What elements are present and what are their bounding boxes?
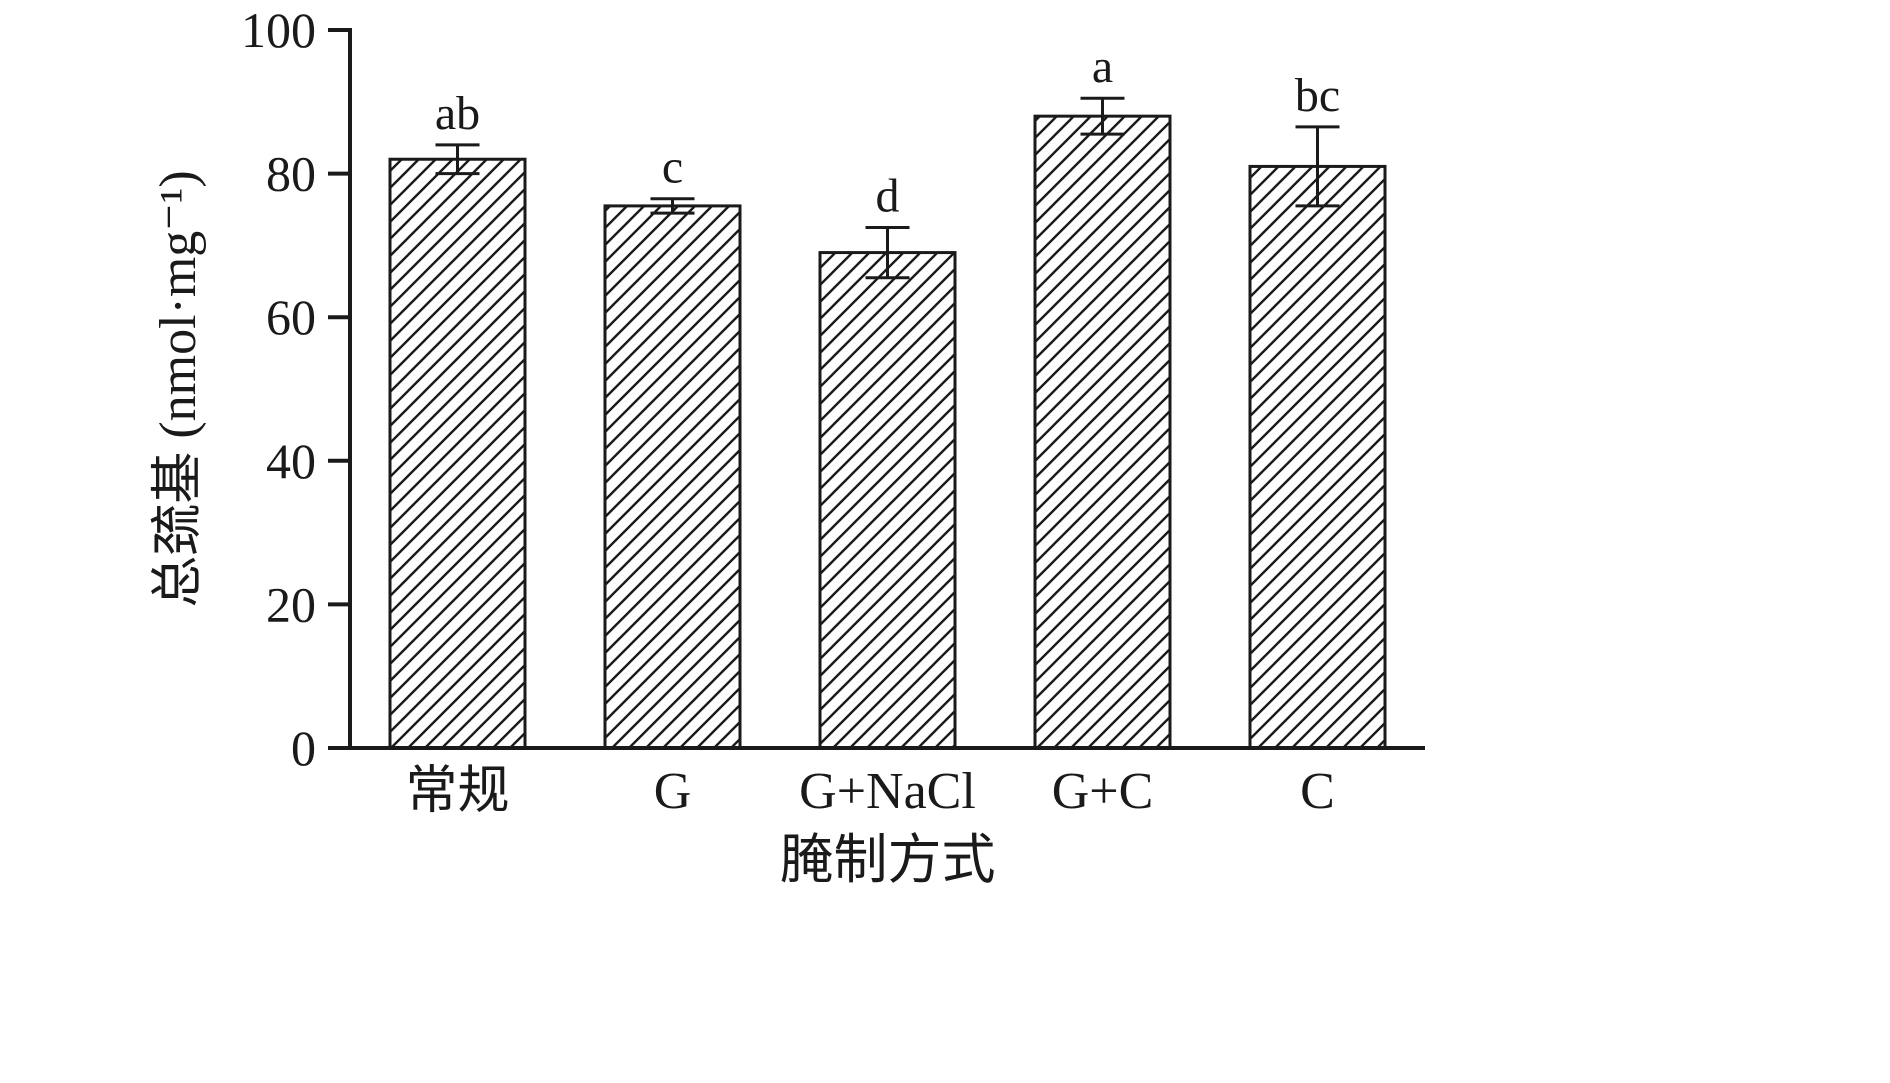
y-tick-label: 80	[266, 146, 316, 202]
x-tick-label: G+NaCl	[799, 763, 976, 820]
y-tick-label: 20	[266, 576, 316, 632]
y-tick-label: 60	[266, 289, 316, 345]
x-axis-title: 腌制方式	[780, 830, 996, 890]
bar	[603, 204, 742, 750]
significance-letter: bc	[1295, 69, 1340, 122]
bar	[1033, 114, 1172, 750]
bar	[1248, 164, 1387, 750]
significance-letter: c	[662, 141, 683, 194]
x-tick-label: G+C	[1052, 763, 1154, 820]
y-axis-title: 总巯基 (nmol·mg⁻¹)	[150, 170, 207, 607]
significance-letter: ab	[435, 87, 480, 140]
x-tick-label: 常规	[405, 763, 509, 820]
y-tick-label: 40	[266, 433, 316, 489]
x-tick-label: G	[654, 763, 692, 820]
significance-letter: d	[876, 169, 900, 222]
y-tick-label: 0	[291, 720, 316, 776]
significance-letter: a	[1092, 40, 1113, 93]
bar	[818, 251, 957, 750]
x-tick-label: C	[1300, 763, 1335, 820]
y-tick-label: 100	[241, 2, 316, 58]
bar	[388, 157, 527, 750]
